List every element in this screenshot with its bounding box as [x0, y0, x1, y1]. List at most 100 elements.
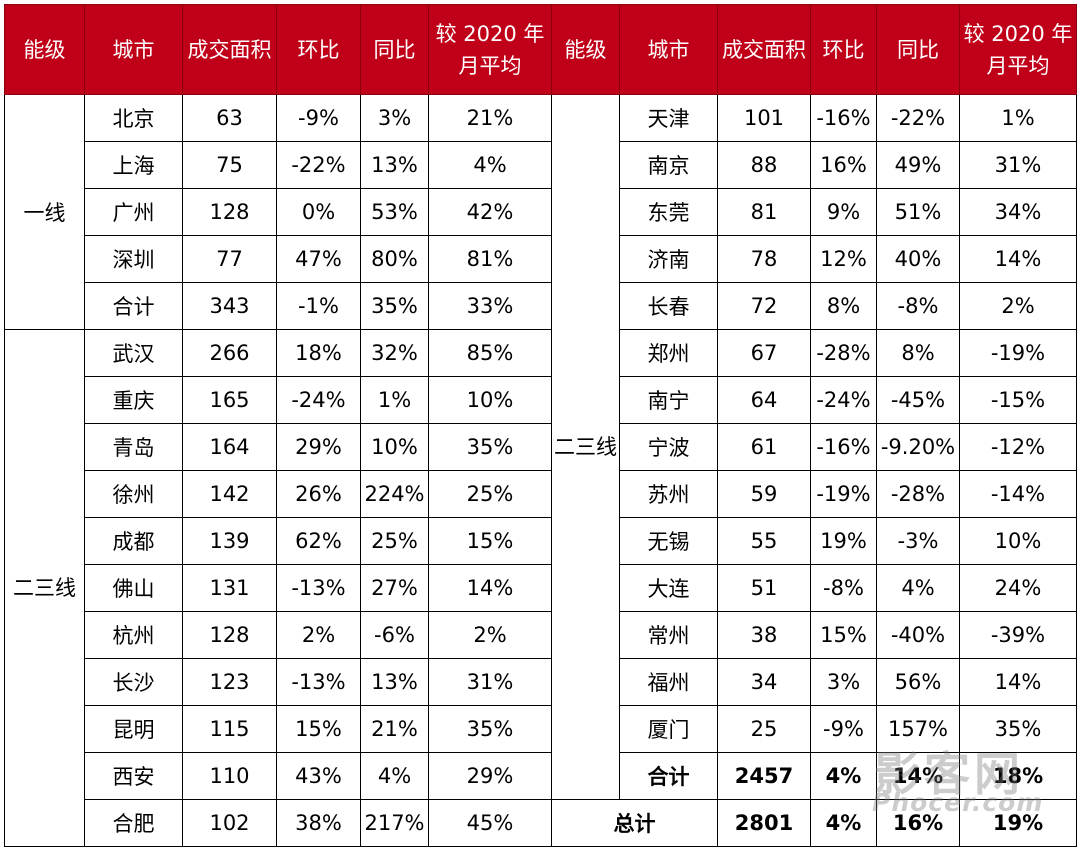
table-cell: 10%: [959, 517, 1077, 565]
table-cell: 131: [182, 564, 277, 612]
table-cell: 164: [182, 423, 277, 471]
header-row: 能级 城市 成交面积 环比 同比 较 2020 年月平均 能级 城市 成交面积 …: [4, 4, 1077, 95]
table-row: 一线 北京 63 -9% 3% 21% 二三线 天津 101 -16% -22% 1%: [4, 94, 1077, 800]
table-cell: -14%: [959, 470, 1077, 518]
table-cell: 合肥: [84, 799, 183, 847]
table-cell: 3%: [810, 658, 877, 706]
table-cell: 85%: [428, 329, 552, 377]
table-cell: 63: [182, 94, 277, 142]
table-cell: 24%: [959, 564, 1077, 612]
table-row: 合计 343 -1% 35% 33% 长春 72 8% -8% 2%: [5, 282, 1077, 330]
table-body: 一线 北京 63 -9% 3% 21% 二三线 天津 101 -16% -22% 1% 上海 75 -22%…: [4, 94, 1077, 847]
table-cell: 21%: [428, 94, 552, 142]
header-cell: 环比: [810, 4, 877, 95]
table-cell: 142: [182, 470, 277, 518]
table-cell: 13%: [360, 658, 429, 706]
table-cell: 77: [182, 235, 277, 283]
table-cell: 2%: [276, 611, 361, 659]
table-cell: 16%: [810, 141, 877, 189]
table-cell: 南京: [619, 141, 718, 189]
table-row: 重庆 165 -24% 1% 10% 南宁 64 -24% -45% -15%: [5, 376, 1077, 424]
table-row: 青岛 164 29% 10% 35% 宁波 61 -16% -9.20% -12%: [5, 423, 1077, 471]
table-cell: 34: [717, 658, 811, 706]
table-cell: 12%: [810, 235, 877, 283]
table-row: 广州 128 0% 53% 42% 东莞 81 9% 51% 34%: [5, 188, 1077, 236]
subtotal-cell: 14%: [876, 752, 960, 800]
table-cell: 0%: [276, 188, 361, 236]
table-cell: 34%: [959, 188, 1077, 236]
table-cell: -3%: [876, 517, 960, 565]
table-cell: 厦门: [619, 705, 718, 753]
table-cell: -9%: [276, 94, 361, 142]
table-cell: 25%: [360, 517, 429, 565]
table-row: 长沙 123 -13% 13% 31% 福州 34 3% 56% 14%: [5, 658, 1077, 706]
table-cell: -8%: [810, 564, 877, 612]
table-cell: 51: [717, 564, 811, 612]
table-cell: 35%: [428, 423, 552, 471]
table-cell: 139: [182, 517, 277, 565]
table-cell: 4%: [360, 752, 429, 800]
table-cell: 35%: [428, 705, 552, 753]
header-cell: 同比: [876, 4, 960, 95]
table-cell: 福州: [619, 658, 718, 706]
table-cell: -12%: [959, 423, 1077, 471]
table-cell: 45%: [428, 799, 552, 847]
table-row: 深圳 77 47% 80% 81% 济南 78 12% 40% 14%: [5, 235, 1077, 283]
table-cell: 62%: [276, 517, 361, 565]
table-cell: 38%: [276, 799, 361, 847]
table-cell: 苏州: [619, 470, 718, 518]
table-cell: 宁波: [619, 423, 718, 471]
real-estate-transaction-table: 能级 城市 成交面积 环比 同比 较 2020 年月平均 能级 城市 成交面积 …: [4, 4, 1077, 847]
table-cell: 西安: [84, 752, 183, 800]
table-cell: 102: [182, 799, 277, 847]
table-cell: 天津: [619, 94, 718, 142]
table-cell: 18%: [276, 329, 361, 377]
table-cell: -8%: [876, 282, 960, 330]
table-cell: 49%: [876, 141, 960, 189]
table-cell: -6%: [360, 611, 429, 659]
table-cell: 55: [717, 517, 811, 565]
total-cell: 2801: [717, 799, 811, 847]
table-cell: 14%: [959, 235, 1077, 283]
table-cell: 上海: [84, 141, 183, 189]
table-cell: 35%: [360, 282, 429, 330]
table-cell: -19%: [810, 470, 877, 518]
table-row: 成都 139 62% 25% 15% 无锡 55 19% -3% 10%: [5, 517, 1077, 565]
table-cell: 青岛: [84, 423, 183, 471]
table-cell: 昆明: [84, 705, 183, 753]
table-cell: 53%: [360, 188, 429, 236]
table-cell: 128: [182, 188, 277, 236]
table-cell: -28%: [876, 470, 960, 518]
table-cell: 1%: [959, 94, 1077, 142]
table-cell: 8%: [876, 329, 960, 377]
table-cell: 38: [717, 611, 811, 659]
table-cell: 东莞: [619, 188, 718, 236]
tier-label-cell: 二三线: [551, 94, 620, 800]
table-cell: 33%: [428, 282, 552, 330]
table-cell: 郑州: [619, 329, 718, 377]
table-cell: 25: [717, 705, 811, 753]
header-cell: 较 2020 年月平均: [959, 4, 1077, 95]
table-cell: 47%: [276, 235, 361, 283]
table-cell: 157%: [876, 705, 960, 753]
table-cell: -13%: [276, 658, 361, 706]
table-cell: 35%: [959, 705, 1077, 753]
table-cell: 济南: [619, 235, 718, 283]
table-cell: -16%: [810, 423, 877, 471]
table-cell: 51%: [876, 188, 960, 236]
table-cell: -15%: [959, 376, 1077, 424]
subtotal-cell: 4%: [810, 752, 877, 800]
table-row: 佛山 131 -13% 27% 14% 大连 51 -8% 4% 24%: [5, 564, 1077, 612]
table-cell: -24%: [810, 376, 877, 424]
table-cell: -45%: [876, 376, 960, 424]
table-row: 昆明 115 15% 21% 35% 厦门 25 -9% 157% 35%: [5, 705, 1077, 753]
total-cell: 4%: [810, 799, 877, 847]
header-cell: 同比: [360, 4, 429, 95]
header-cell: 城市: [84, 4, 183, 95]
table-cell: 成都: [84, 517, 183, 565]
table-cell: -13%: [276, 564, 361, 612]
table-cell: 67: [717, 329, 811, 377]
table-cell: 61: [717, 423, 811, 471]
table-cell: 81: [717, 188, 811, 236]
table-cell: 长春: [619, 282, 718, 330]
